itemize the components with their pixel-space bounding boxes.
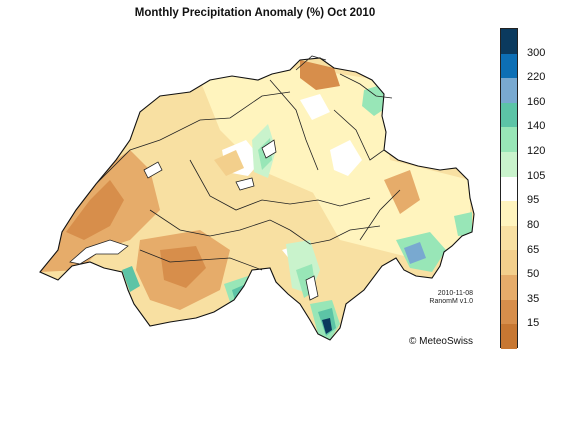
- legend-label: 35: [527, 292, 540, 305]
- legend-label: 105: [527, 169, 546, 182]
- legend-swatch: [501, 250, 517, 276]
- patch-green-munstertal: [454, 212, 472, 236]
- legend-label: 65: [527, 243, 540, 256]
- copyright-text: © MeteoSwiss: [409, 336, 474, 347]
- legend-swatch: [501, 102, 517, 128]
- patch-white-3: [300, 94, 330, 120]
- patch-teal-geneva-south: [122, 266, 140, 292]
- boundary-jura: [95, 91, 291, 185]
- legend-label: 220: [527, 71, 546, 84]
- boundary-north-2: [333, 109, 385, 161]
- stamp-date: 2010-11-08: [437, 290, 473, 297]
- legend-swatch: [501, 324, 517, 349]
- internal-boundaries: [95, 55, 401, 271]
- lake-geneva: [69, 239, 129, 265]
- legend-label: 160: [527, 95, 546, 108]
- legend-swatch: [501, 201, 517, 226]
- boundary-alps-east: [289, 225, 381, 245]
- legend-label: 300: [527, 46, 546, 59]
- patch-darkbrown-west: [66, 180, 124, 240]
- lake-zurich: [261, 139, 277, 159]
- patch-darkbrown-north: [300, 60, 340, 90]
- legend-label: 95: [527, 194, 540, 207]
- legend-label: 140: [527, 120, 546, 133]
- legend-label: 15: [527, 317, 540, 330]
- lake-lucerne: [235, 177, 255, 191]
- legend-swatch: [501, 299, 517, 325]
- legend-swatch: [501, 176, 517, 202]
- legend-swatch: [501, 152, 517, 177]
- lake-maggiore: [305, 275, 319, 301]
- patch-white-2: [330, 140, 362, 176]
- patch-mid-1: [214, 150, 244, 176]
- legend-swatch: [501, 275, 517, 300]
- legend-colorbar: [500, 28, 518, 349]
- boundary-grisons: [359, 189, 401, 241]
- patch-brown-east: [384, 170, 420, 214]
- legend-label: 50: [527, 268, 540, 281]
- legend-swatch: [501, 29, 517, 54]
- legend-swatch: [501, 53, 517, 79]
- boundary-valais: [139, 249, 263, 271]
- stamp-version: RanomM v1.0: [429, 298, 473, 305]
- legend-swatch: [501, 127, 517, 153]
- map-title: Monthly Precipitation Anomaly (%) Oct 20…: [134, 7, 376, 19]
- boundary-central: [189, 159, 371, 211]
- legend-swatch: [501, 225, 517, 251]
- lake-constance-shore: [339, 73, 393, 99]
- patch-blue-engadin: [404, 242, 426, 264]
- patch-darkblue-ticino: [322, 318, 332, 334]
- legend-label: 120: [527, 145, 546, 158]
- anomaly-fields: [40, 58, 474, 340]
- patch-darkbrown-south: [160, 246, 206, 288]
- legend-swatch: [501, 78, 517, 103]
- boundary-north-1: [269, 79, 319, 171]
- lake-neuchatel: [143, 161, 163, 179]
- river-rhine: [295, 55, 327, 71]
- lakes: [69, 139, 319, 301]
- legend-label: 80: [527, 218, 540, 231]
- boundary-alps-north: [149, 209, 291, 237]
